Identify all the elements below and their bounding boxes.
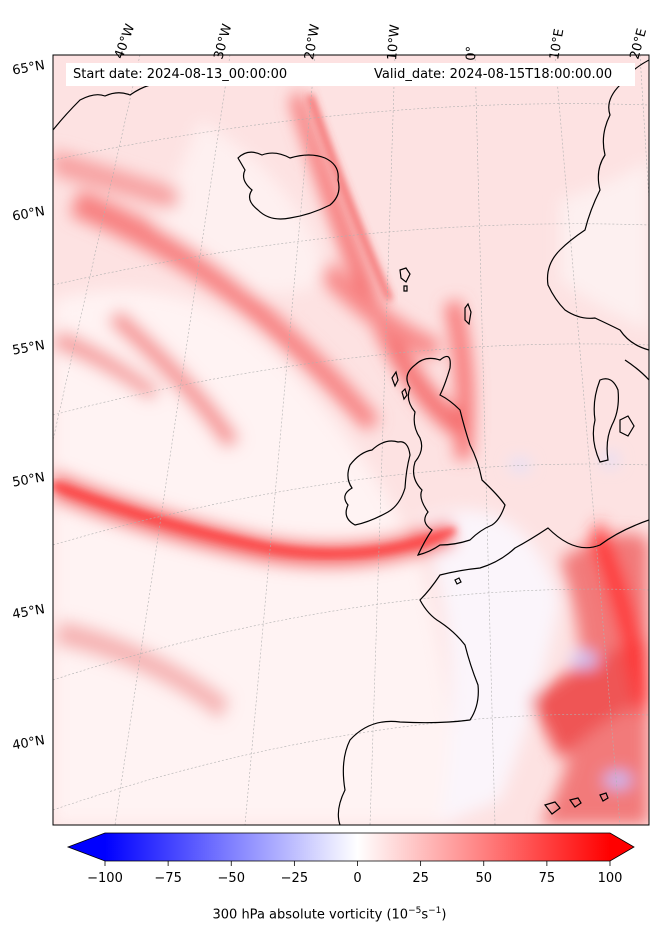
colorbar-max-extend — [610, 833, 634, 861]
colorbar-tick-label: −50 — [217, 871, 245, 886]
date-box — [66, 63, 635, 86]
graticule — [53, 55, 649, 825]
colorbar-title-end: ) — [441, 907, 447, 923]
colorbar-tick-label: −75 — [154, 871, 182, 886]
colorbar-title-exp1: −5 — [408, 906, 422, 916]
colorbar-tick-label: 25 — [412, 871, 429, 886]
lon-label-10w: 10°W — [385, 23, 404, 61]
colorbar-tick-label: −100 — [87, 871, 123, 886]
colorbar-title-mid: s — [421, 907, 429, 923]
lon-label-0: 0° — [464, 45, 480, 61]
colorbar-tick-label: 0 — [353, 871, 362, 886]
colorbar-title: 300 hPa absolute vorticity (10−5s−1) — [0, 906, 659, 922]
colorbar-min-extend — [68, 833, 105, 861]
vorticity-field — [53, 55, 649, 825]
colorbar-tick-label: −25 — [280, 871, 309, 886]
colorbar — [66, 832, 635, 866]
valid-date-text: Valid_date: 2024-08-15T18:00:00.00 — [374, 67, 613, 82]
start-date-text: Start date: 2024-08-13_00:00:00 — [73, 67, 288, 82]
colorbar-title-main: 300 hPa absolute vorticity (10 — [212, 907, 409, 923]
colorbar-tick-label: 50 — [475, 871, 493, 886]
colorbar-title-exp2: −1 — [428, 906, 442, 916]
colorbar-tick-label: 100 — [597, 871, 623, 886]
coastlines — [53, 59, 649, 825]
colorbar-tick-label: 75 — [538, 871, 556, 886]
colorbar-gradient — [105, 833, 610, 861]
map-frame — [52, 54, 650, 826]
